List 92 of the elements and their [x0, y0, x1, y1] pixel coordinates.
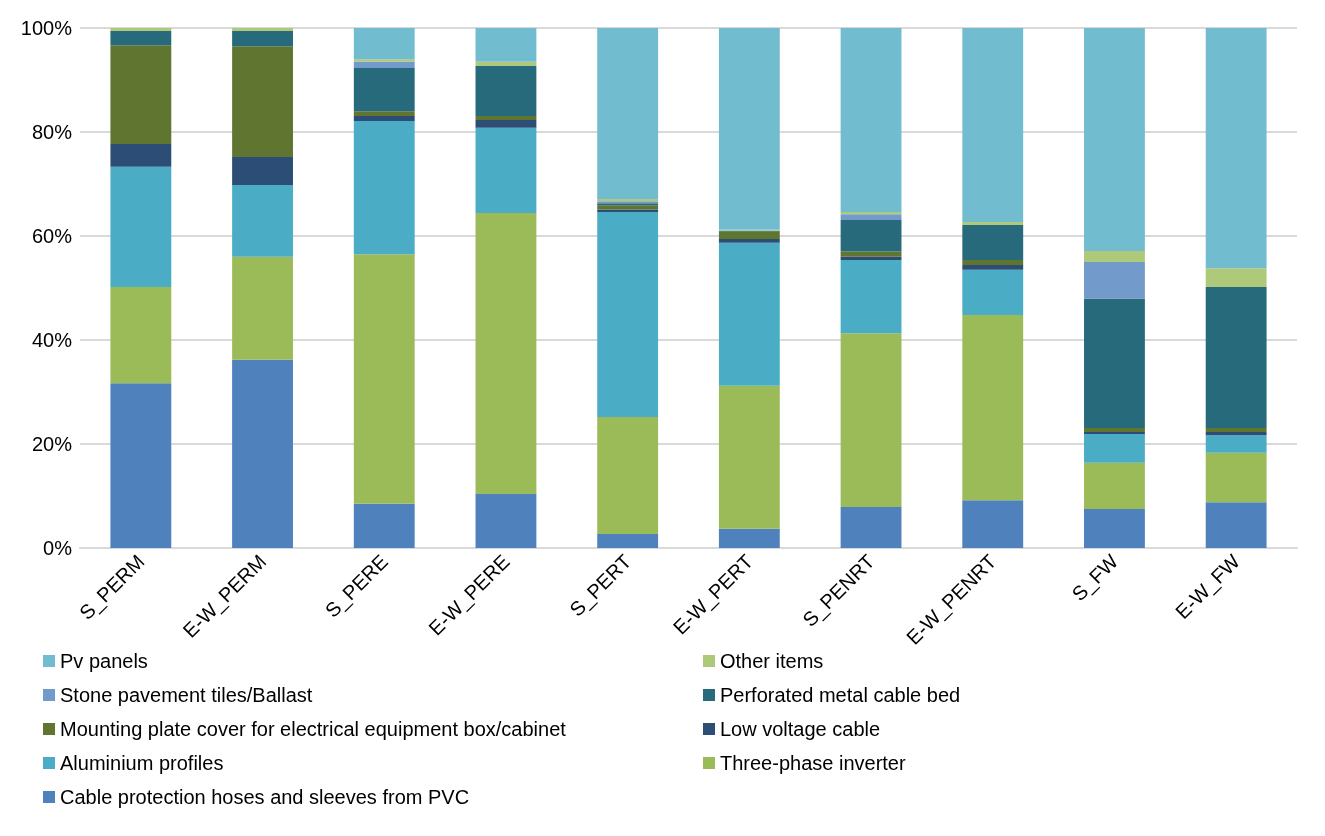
bar: [597, 205, 659, 210]
y-tick-label: 0%: [43, 537, 73, 559]
y-tick-label: 60%: [31, 225, 73, 247]
bar: [1084, 28, 1145, 252]
bar: [110, 166, 172, 287]
bar: [232, 256, 293, 360]
bar: [110, 45, 172, 144]
bar: [1084, 298, 1145, 428]
bar: [962, 265, 1024, 270]
bar: [353, 254, 415, 504]
bar: [840, 219, 902, 252]
bar: [1084, 509, 1145, 548]
legend-label: Aluminium profiles: [60, 752, 224, 774]
bar: [232, 31, 293, 47]
bar: [962, 269, 1024, 316]
y-tick-label: 100%: [20, 17, 73, 39]
bar: [1205, 268, 1267, 287]
bar: [840, 214, 902, 220]
bar: [840, 259, 902, 334]
bar: [110, 28, 172, 32]
bar: [840, 333, 902, 507]
bar: [1205, 452, 1267, 503]
bar: [597, 212, 659, 417]
bar: [840, 28, 902, 213]
bar: [475, 28, 537, 62]
bar: [1084, 432, 1145, 435]
bar: [718, 28, 780, 230]
bar: [962, 315, 1024, 501]
bar: [962, 259, 1024, 266]
bar: [840, 251, 902, 257]
bar: [232, 46, 293, 157]
bar: [962, 28, 1024, 222]
bar: [840, 212, 902, 215]
legend-label: Pv panels: [60, 650, 148, 672]
bar: [1084, 251, 1145, 262]
y-tick-label: 40%: [31, 329, 73, 351]
bar: [110, 286, 172, 384]
bar: [1205, 286, 1267, 428]
legend-label: Stone pavement tiles/Ballast: [60, 684, 313, 706]
bar: [718, 239, 780, 243]
bar: [962, 500, 1024, 548]
bar: [232, 359, 293, 548]
y-tick-label: 80%: [31, 121, 73, 143]
bar: [475, 213, 537, 494]
bar: [353, 121, 415, 255]
bar: [353, 111, 415, 116]
bar: [232, 156, 293, 186]
bar: [475, 61, 537, 66]
bar: [232, 28, 293, 32]
bar: [1205, 28, 1267, 269]
bar: [597, 416, 659, 534]
bar: [597, 28, 659, 200]
bar: [110, 31, 172, 46]
bar: [353, 68, 415, 112]
legend-label: Cable protection hoses and sleeves from PVC: [60, 786, 470, 808]
y-tick-label: 20%: [31, 433, 73, 455]
bar: [1205, 432, 1267, 436]
bar: [840, 506, 902, 548]
bar: [1205, 427, 1267, 433]
bar: [475, 493, 537, 548]
bar: [1084, 427, 1145, 433]
bar: [1084, 434, 1145, 463]
bar: [1084, 262, 1145, 299]
bar: [962, 221, 1024, 226]
bar: [718, 231, 780, 240]
bar: [718, 385, 780, 529]
legend-label: Perforated metal cable bed: [720, 684, 961, 706]
bar: [353, 61, 415, 69]
bar: [110, 143, 172, 167]
bar: [475, 120, 537, 128]
legend-label: Other items: [720, 650, 824, 672]
bar: [353, 59, 415, 62]
bar: [353, 503, 415, 548]
legend-label: Mounting plate cover for electrical equipment box/cabinet: [60, 718, 567, 740]
legend-label: Low voltage cable: [720, 718, 881, 740]
bar: [475, 115, 537, 121]
bar: [110, 383, 172, 548]
bar: [1205, 435, 1267, 453]
bar: [597, 533, 659, 548]
bar: [718, 528, 780, 548]
bar: [353, 28, 415, 60]
bar: [840, 256, 902, 260]
bar: [353, 115, 415, 122]
bar: [475, 127, 537, 214]
bar: [475, 65, 537, 116]
bar: [1205, 502, 1267, 548]
bar: [597, 209, 659, 213]
bar: [232, 185, 293, 257]
bar: [962, 225, 1024, 260]
bar: [1084, 462, 1145, 509]
legend-label: Three-phase inverter: [720, 752, 906, 774]
bar: [718, 242, 780, 386]
